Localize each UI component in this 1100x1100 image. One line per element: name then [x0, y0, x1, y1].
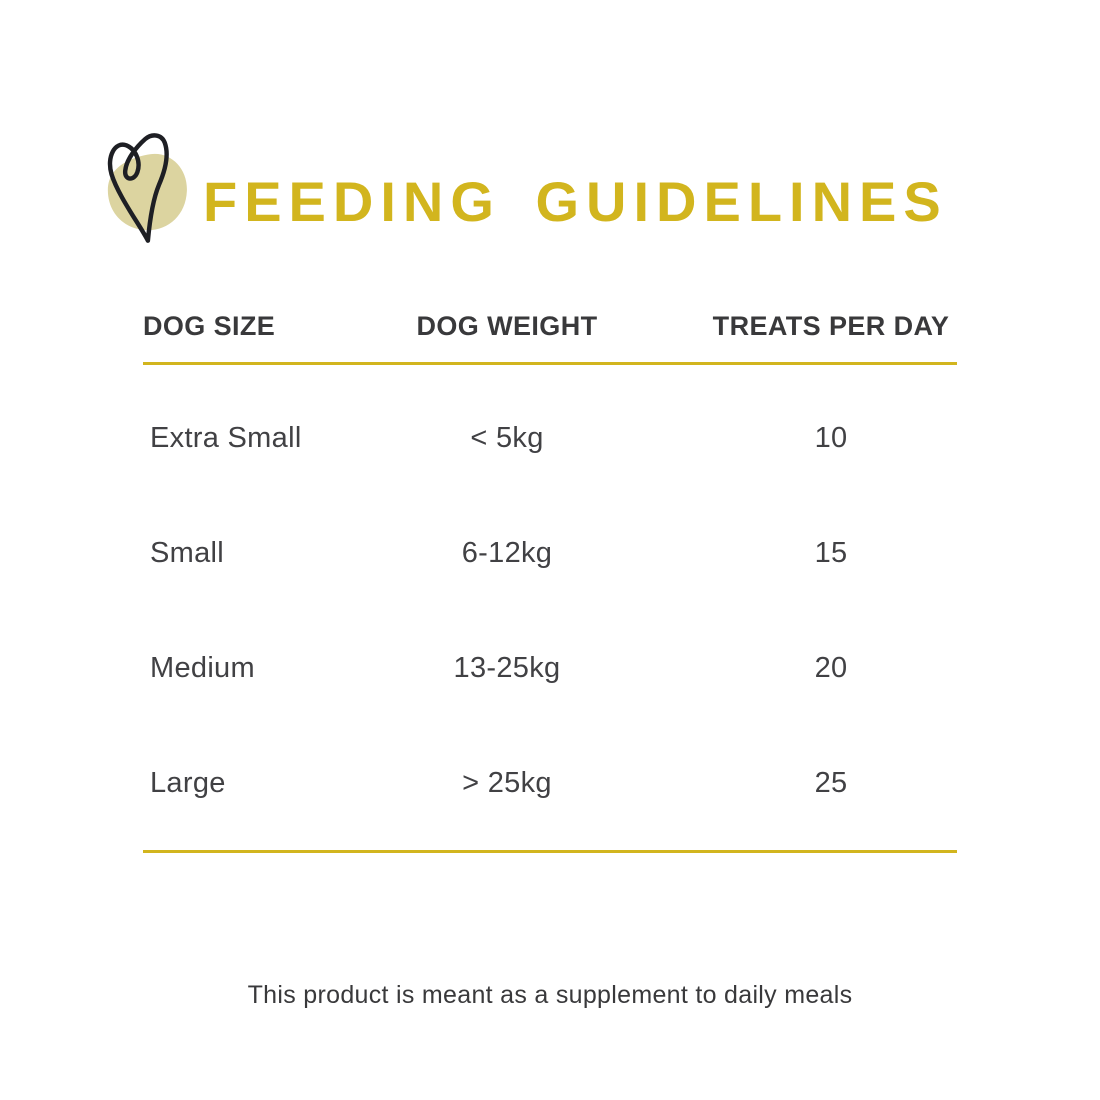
dog-size-cell: Medium [150, 652, 255, 684]
dog-size-cell: Large [150, 767, 226, 799]
table-body: Extra Small < 5kg 10 Small 6-12kg 15 Med… [143, 365, 957, 853]
table-row: Extra Small < 5kg 10 [143, 381, 957, 496]
header-dog-weight: DOG WEIGHT [416, 311, 598, 341]
treats-cell: 10 [814, 422, 848, 454]
table-row: Small 6-12kg 15 [143, 496, 957, 611]
treats-cell: 15 [814, 537, 848, 569]
page-title: FEEDING GUIDELINES [203, 170, 948, 233]
dog-weight-cell: 13-25kg [453, 652, 561, 684]
dog-size-cell: Extra Small [150, 422, 302, 454]
treats-cell: 25 [814, 767, 848, 799]
dog-weight-cell: > 25kg [462, 767, 552, 799]
heart-icon [97, 129, 203, 247]
table-row: Large > 25kg 25 [143, 726, 957, 841]
feeding-table: DOG SIZE DOG WEIGHT TREATS PER DAY Extra… [143, 309, 957, 853]
table-row: Medium 13-25kg 20 [143, 611, 957, 726]
header-dog-size: DOG SIZE [143, 311, 276, 341]
table-header-row: DOG SIZE DOG WEIGHT TREATS PER DAY [143, 309, 957, 365]
heart-outline [107, 133, 169, 243]
dog-weight-cell: < 5kg [470, 422, 544, 454]
dog-size-cell: Small [150, 537, 225, 569]
dog-weight-cell: 6-12kg [461, 537, 553, 569]
supplement-note: This product is meant as a supplement to… [247, 981, 853, 1009]
header-treats-per-day: TREATS PER DAY [712, 311, 950, 341]
treats-cell: 20 [814, 652, 848, 684]
